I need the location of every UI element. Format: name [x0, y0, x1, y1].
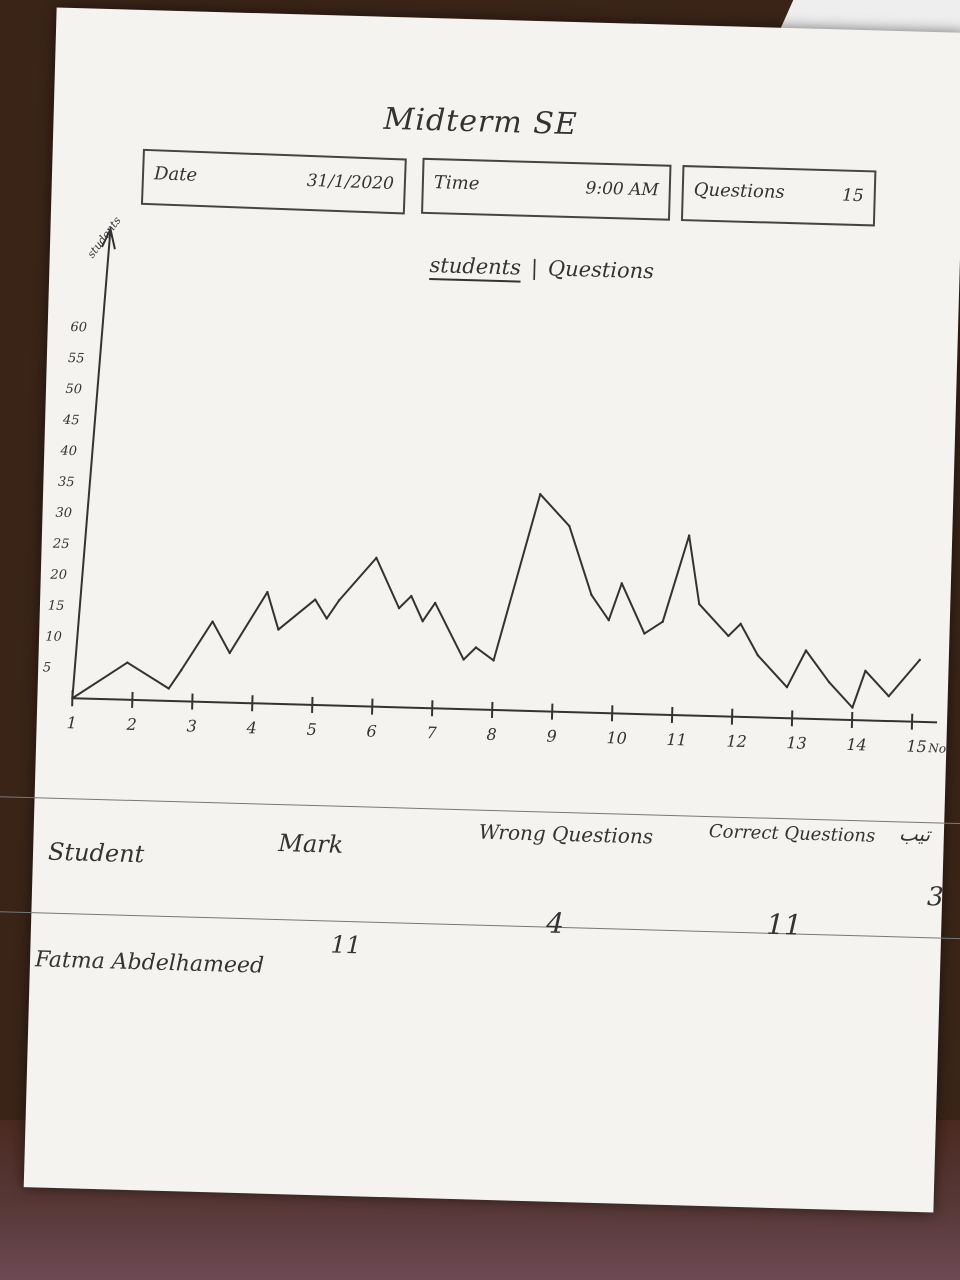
- y-tick-label: 20: [49, 568, 67, 583]
- x-tick-label: 12: [726, 732, 747, 752]
- x-tick-label: 3: [186, 716, 197, 735]
- x-tick-label: 9: [546, 726, 557, 745]
- data-point: [179, 669, 183, 672]
- header-mark: Mark: [278, 829, 344, 859]
- y-axis: [71, 229, 112, 699]
- y-axis-label: students: [85, 214, 124, 260]
- data-point: [568, 524, 571, 528]
- y-tick-label: 10: [45, 629, 62, 644]
- x-tick-label: 10: [606, 728, 627, 748]
- data-point: [397, 606, 401, 610]
- x-tick-label: 6: [366, 721, 377, 740]
- data-point: [590, 593, 593, 597]
- data-point: [167, 687, 170, 690]
- data-point: [228, 651, 231, 655]
- x-tick-label: 4: [245, 718, 257, 737]
- data-point: [851, 706, 854, 709]
- y-tick-label: 55: [68, 351, 85, 366]
- header-correct-questions: Correct Questions: [708, 821, 876, 847]
- y-tick-label: 30: [55, 506, 72, 521]
- y-tick-label: 45: [62, 413, 80, 428]
- data-point: [410, 594, 413, 598]
- data-point: [71, 697, 74, 700]
- header-student: Student: [47, 837, 145, 869]
- data-point: [607, 618, 610, 622]
- data-point: [338, 599, 341, 602]
- series-line: [71, 493, 921, 709]
- y-tick-label: 25: [52, 537, 70, 552]
- cell-wrong: 4: [545, 906, 565, 941]
- data-point: [785, 685, 789, 689]
- data-point: [375, 556, 378, 560]
- y-tick-label: 35: [58, 475, 75, 490]
- x-tick-label: 13: [786, 733, 807, 753]
- data-point: [687, 534, 691, 537]
- data-point: [827, 680, 831, 684]
- x-tick-label: 8: [486, 725, 497, 744]
- data-point: [620, 582, 623, 585]
- x-tick-label: 14: [846, 735, 867, 755]
- x-axis: [72, 697, 938, 724]
- data-point: [643, 632, 646, 635]
- x-tick-label: 1: [66, 713, 77, 732]
- data-point: [462, 658, 465, 661]
- data-point: [266, 590, 269, 594]
- x-tick-label: 15: [906, 737, 927, 757]
- header-wrong-questions: Wrong Questions: [478, 819, 654, 849]
- data-point: [804, 649, 808, 652]
- cell-mark: 11: [330, 930, 362, 960]
- y-tick-label: 15: [48, 599, 65, 614]
- header-extra: تيب: [898, 821, 931, 847]
- data-point: [474, 646, 478, 649]
- x-tick-label: 5: [306, 720, 317, 739]
- y-tick-label: 50: [65, 382, 82, 397]
- exam-sheet: Midterm SE Date 31/1/2020 Time 9:00 AM Q…: [0, 7, 960, 1213]
- x-tick-label: 7: [426, 723, 438, 742]
- data-point: [739, 622, 742, 626]
- x-unit-label: No: [927, 741, 946, 756]
- data-point: [325, 617, 328, 620]
- data-point: [756, 654, 760, 657]
- cell-extra: 3: [926, 882, 945, 913]
- y-tick-label: 5: [43, 660, 52, 675]
- data-point: [126, 661, 129, 664]
- data-point: [864, 669, 867, 672]
- data-point: [918, 658, 921, 662]
- data-point: [492, 659, 495, 662]
- data-point: [698, 602, 701, 606]
- cell-correct: 11: [765, 907, 803, 942]
- x-tick-label: 2: [125, 715, 137, 734]
- y-tick-label: 40: [59, 444, 77, 459]
- y-tick-label: 60: [70, 320, 87, 335]
- data-point: [421, 619, 424, 623]
- data-point: [433, 601, 437, 605]
- y-axis-arrow: [101, 226, 116, 250]
- data-point: [539, 493, 542, 496]
- data-point: [211, 620, 214, 623]
- data-point: [277, 628, 280, 631]
- data-point: [727, 634, 730, 638]
- table-mid-rule: [0, 911, 960, 940]
- x-tick-label: 11: [666, 730, 687, 750]
- data-point: [314, 598, 317, 601]
- data-point: [887, 695, 890, 698]
- data-point: [661, 620, 664, 623]
- cell-student-name: Fatma Abdelhameed: [34, 947, 265, 979]
